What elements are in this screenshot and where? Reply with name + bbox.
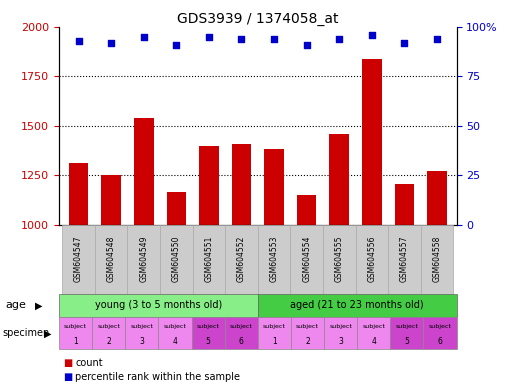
Text: 2: 2 xyxy=(305,337,310,346)
Title: GDS3939 / 1374058_at: GDS3939 / 1374058_at xyxy=(177,12,339,26)
Text: GSM604552: GSM604552 xyxy=(237,236,246,282)
Bar xyxy=(159,317,191,349)
Text: subject: subject xyxy=(97,324,120,329)
Bar xyxy=(95,225,127,294)
Text: 2: 2 xyxy=(106,337,111,346)
Bar xyxy=(59,317,92,349)
Point xyxy=(107,40,115,46)
Text: percentile rank within the sample: percentile rank within the sample xyxy=(75,372,241,382)
Text: subject: subject xyxy=(164,324,186,329)
Text: subject: subject xyxy=(64,324,87,329)
Text: 6: 6 xyxy=(438,337,442,346)
Bar xyxy=(324,317,357,349)
Bar xyxy=(160,225,192,294)
Text: age: age xyxy=(5,300,26,310)
Text: 1: 1 xyxy=(73,337,78,346)
Bar xyxy=(264,149,284,225)
Point xyxy=(238,36,246,42)
Point xyxy=(303,41,311,48)
Text: GSM604556: GSM604556 xyxy=(367,236,377,283)
Bar xyxy=(362,58,382,225)
Bar xyxy=(421,225,453,294)
Bar xyxy=(357,317,390,349)
Bar xyxy=(290,225,323,294)
Bar xyxy=(356,225,388,294)
Bar xyxy=(191,317,225,349)
Text: subject: subject xyxy=(230,324,253,329)
Bar xyxy=(388,225,421,294)
Text: ■: ■ xyxy=(64,358,73,368)
Text: subject: subject xyxy=(130,324,153,329)
Point xyxy=(172,41,181,48)
Text: aged (21 to 23 months old): aged (21 to 23 months old) xyxy=(290,300,424,310)
Text: ■: ■ xyxy=(64,372,73,382)
Bar xyxy=(423,317,457,349)
Text: specimen: specimen xyxy=(3,328,50,338)
Bar xyxy=(258,317,291,349)
Text: GSM604557: GSM604557 xyxy=(400,236,409,283)
Text: 6: 6 xyxy=(239,337,244,346)
Bar xyxy=(199,146,219,225)
Bar xyxy=(297,195,317,225)
Text: GSM604549: GSM604549 xyxy=(139,236,148,283)
Text: subject: subject xyxy=(362,324,385,329)
Text: 1: 1 xyxy=(272,337,277,346)
Bar xyxy=(127,225,160,294)
Bar xyxy=(134,118,153,225)
Bar xyxy=(167,192,186,225)
Point xyxy=(368,32,376,38)
Text: ▶: ▶ xyxy=(44,328,51,338)
Point xyxy=(205,34,213,40)
Bar xyxy=(394,184,414,225)
Bar xyxy=(125,317,159,349)
Bar xyxy=(258,225,290,294)
Point xyxy=(270,36,278,42)
Text: GSM604553: GSM604553 xyxy=(269,236,279,283)
Bar xyxy=(59,294,258,317)
Text: 4: 4 xyxy=(172,337,177,346)
Bar xyxy=(390,317,423,349)
Text: 5: 5 xyxy=(404,337,409,346)
Point xyxy=(400,40,408,46)
Text: GSM604558: GSM604558 xyxy=(432,236,442,282)
Bar xyxy=(69,163,88,225)
Point xyxy=(74,38,83,44)
Text: GSM604551: GSM604551 xyxy=(204,236,213,282)
Point xyxy=(140,34,148,40)
Text: 4: 4 xyxy=(371,337,376,346)
Bar xyxy=(329,134,349,225)
Text: 5: 5 xyxy=(206,337,210,346)
Bar xyxy=(225,225,258,294)
Bar xyxy=(92,317,125,349)
Text: 3: 3 xyxy=(140,337,144,346)
Text: GSM604550: GSM604550 xyxy=(172,236,181,283)
Bar xyxy=(192,225,225,294)
Bar xyxy=(225,317,258,349)
Text: GSM604547: GSM604547 xyxy=(74,236,83,283)
Bar xyxy=(62,225,95,294)
Bar xyxy=(291,317,324,349)
Bar xyxy=(258,294,457,317)
Text: subject: subject xyxy=(396,324,418,329)
Text: subject: subject xyxy=(296,324,319,329)
Bar xyxy=(323,225,356,294)
Point xyxy=(433,36,441,42)
Text: young (3 to 5 months old): young (3 to 5 months old) xyxy=(95,300,222,310)
Text: GSM604554: GSM604554 xyxy=(302,236,311,283)
Text: subject: subject xyxy=(329,324,352,329)
Text: count: count xyxy=(75,358,103,368)
Text: GSM604548: GSM604548 xyxy=(107,236,115,282)
Bar xyxy=(232,144,251,225)
Text: GSM604555: GSM604555 xyxy=(335,236,344,283)
Text: subject: subject xyxy=(428,324,451,329)
Text: subject: subject xyxy=(263,324,286,329)
Text: subject: subject xyxy=(196,324,220,329)
Text: 3: 3 xyxy=(338,337,343,346)
Bar xyxy=(102,175,121,225)
Text: ▶: ▶ xyxy=(35,300,42,310)
Point xyxy=(335,36,343,42)
Bar xyxy=(427,171,447,225)
